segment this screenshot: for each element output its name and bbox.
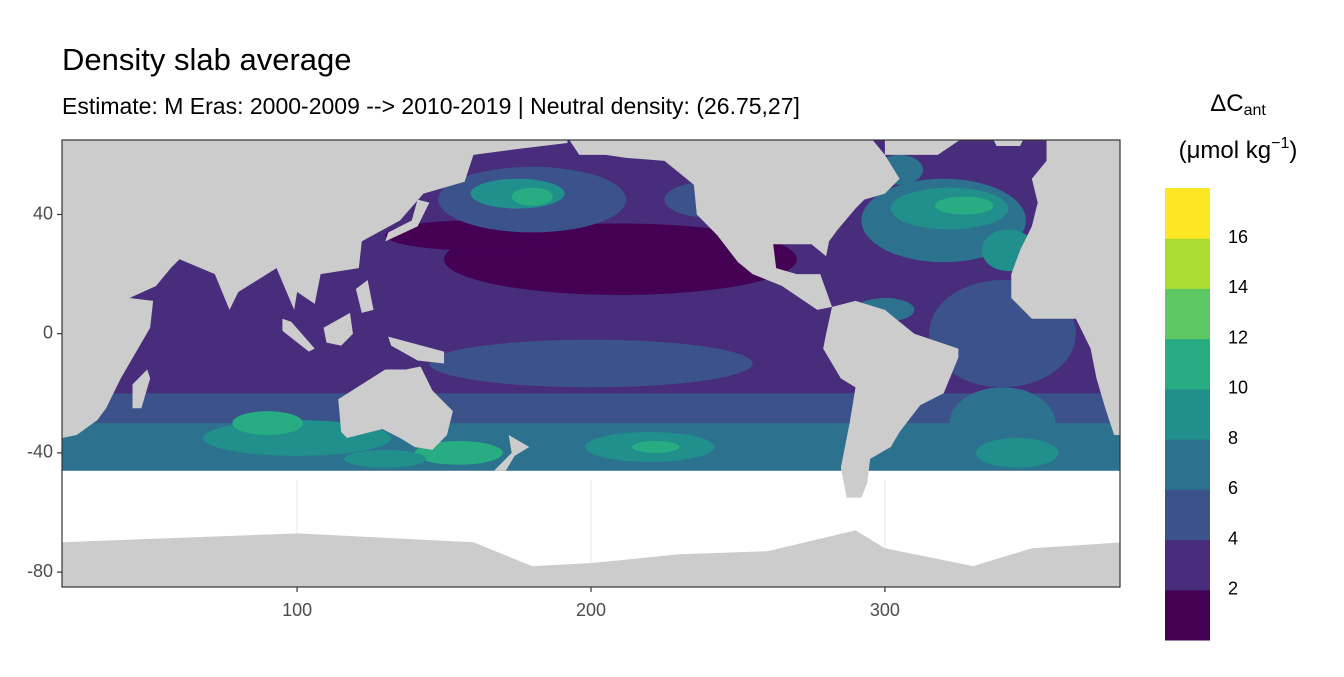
land <box>993 140 1024 146</box>
legend-label: 14 <box>1228 277 1248 297</box>
land <box>323 312 353 346</box>
ocean-field <box>511 187 553 206</box>
legend-swatch <box>1165 338 1210 390</box>
land <box>823 300 959 498</box>
legend-label: 10 <box>1228 378 1248 398</box>
legend-label: 6 <box>1228 478 1238 498</box>
legend-swatch <box>1165 238 1210 289</box>
ocean-field <box>344 449 427 468</box>
chart-subtitle: Estimate: M Eras: 2000-2009 --> 2010-201… <box>62 93 800 119</box>
legend-unit-main: (μmol kg <box>1179 137 1272 164</box>
legend-unit-sup: −1 <box>1271 135 1289 152</box>
ocean-field <box>232 411 304 436</box>
legend-swatch <box>1165 439 1210 490</box>
legend-swatch <box>1165 589 1210 641</box>
y-tick-label: 0 <box>43 322 53 342</box>
chart-title: Density slab average <box>62 42 352 77</box>
ocean-field <box>62 470 1120 480</box>
legend-label: 8 <box>1228 428 1238 448</box>
ocean-field <box>934 196 994 215</box>
ocean-field-group <box>62 154 1120 480</box>
legend-unit-close: ) <box>1289 137 1297 164</box>
land <box>132 369 151 409</box>
legend-label: 2 <box>1228 579 1238 599</box>
land <box>385 199 430 242</box>
legend-swatch <box>1165 388 1210 440</box>
y-tick-label: 40 <box>33 203 53 223</box>
legend-swatch <box>1165 489 1210 541</box>
legend-unit: (μmol kg−1) <box>1179 135 1298 164</box>
x-tick-label: 100 <box>282 600 312 620</box>
y-tick-label: -40 <box>27 442 53 462</box>
land <box>494 435 530 471</box>
x-tick-label: 200 <box>576 600 606 620</box>
legend-title-main: ΔC <box>1210 90 1243 117</box>
legend-swatch <box>1165 539 1210 591</box>
land <box>62 140 568 438</box>
ocean-field <box>429 339 753 388</box>
land <box>569 140 900 310</box>
legend-swatch <box>1165 188 1210 239</box>
ocean-field <box>975 438 1059 468</box>
land <box>282 318 315 352</box>
land <box>388 336 445 364</box>
legend-title-sub: ant <box>1244 102 1267 119</box>
map-panel <box>62 140 1120 587</box>
legend-label: 12 <box>1228 327 1248 347</box>
ocean-field <box>414 440 503 465</box>
land <box>62 530 1120 587</box>
legend-label: 4 <box>1228 528 1238 548</box>
land <box>884 140 960 155</box>
land <box>338 366 453 450</box>
x-tick-label: 300 <box>870 600 900 620</box>
ocean-field <box>632 440 680 453</box>
legend-label: 16 <box>1228 227 1248 247</box>
legend-title: ΔCant <box>1210 90 1266 119</box>
legend-swatch <box>1165 288 1210 340</box>
land <box>355 280 374 313</box>
y-tick-label: -80 <box>27 561 53 581</box>
land <box>1011 140 1120 436</box>
